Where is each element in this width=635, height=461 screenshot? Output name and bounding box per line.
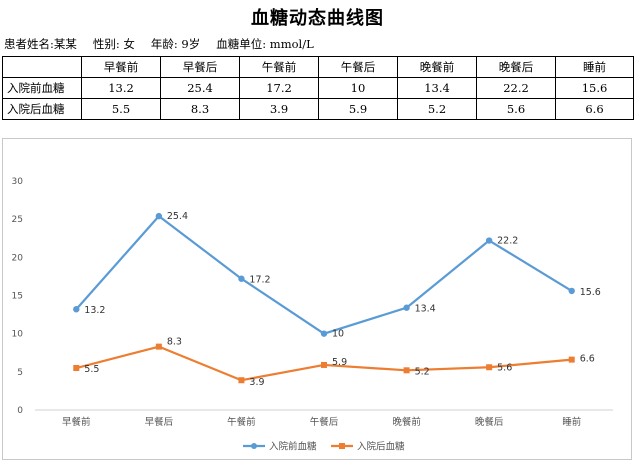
data-label: 15.6	[580, 287, 601, 298]
y-tick-label: 30	[12, 177, 24, 187]
data-label: 13.4	[415, 304, 436, 315]
table-cell: 13.2	[81, 77, 161, 99]
x-tick-label: 午餐后	[310, 416, 339, 428]
table-cell: 5.5	[81, 98, 161, 120]
table-cell: 5.9	[318, 98, 398, 120]
table-cell: 13.4	[397, 77, 477, 99]
table-cell: 25.4	[160, 77, 240, 99]
legend-marker	[251, 443, 257, 449]
table-header-cell: 午餐前	[239, 56, 319, 78]
data-label: 3.9	[249, 377, 264, 388]
data-label: 22.2	[497, 236, 518, 247]
table-cell: 6.6	[555, 98, 634, 120]
patient-name: 患者姓名:某某	[4, 37, 77, 51]
table-cell: 15.6	[555, 77, 634, 99]
series-line	[75, 215, 573, 335]
table-cell: 8.3	[160, 98, 240, 120]
patient-gender: 性别: 女	[92, 37, 135, 51]
glucose-table: 早餐前 早餐后 午餐前 午餐后 晚餐前 晚餐后 睡前 入院前血糖 13.2 25…	[2, 56, 634, 120]
table-cell: 5.6	[476, 98, 556, 120]
data-point	[320, 330, 328, 337]
table-row: 入院后血糖 5.5 8.3 3.9 5.9 5.2 5.6 6.6	[2, 98, 634, 120]
table-cell: 5.2	[397, 98, 477, 120]
y-tick-label: 10	[12, 330, 24, 340]
data-label: 5.5	[84, 364, 99, 375]
data-point	[155, 343, 162, 350]
data-point	[238, 377, 245, 384]
page-title: 血糖动态曲线图	[251, 8, 384, 29]
x-tick-label: 晚餐前	[392, 416, 421, 428]
y-tick-label: 5	[17, 368, 23, 378]
table-header-cell: 晚餐后	[476, 56, 556, 78]
y-tick-label: 20	[12, 253, 24, 263]
legend-label: 入院前血糖	[269, 441, 317, 453]
table-cell: 22.2	[476, 77, 556, 99]
table-header-row: 早餐前 早餐后 午餐前 午餐后 晚餐前 晚餐后 睡前	[2, 56, 634, 78]
row-label: 入院前血糖	[2, 77, 82, 99]
glucose-unit: 血糖单位: mmol/L	[216, 37, 314, 51]
x-tick-label: 早餐前	[62, 416, 91, 428]
data-point	[568, 356, 575, 363]
table-header-cell	[2, 56, 82, 78]
data-point	[486, 364, 493, 371]
table-cell: 10	[318, 77, 398, 99]
line-chart: 0 5 10 15 20 25 30 早餐前 早餐后 午餐前 午餐后 晚餐前 晚餐后 睡前 13.2 25.4…	[12, 177, 613, 453]
data-point	[403, 304, 410, 311]
row-label: 入院后血糖	[2, 98, 82, 120]
table-cell: 17.2	[239, 77, 319, 99]
table-cell: 3.9	[239, 98, 319, 120]
data-label: 5.6	[497, 362, 512, 373]
data-point	[403, 367, 410, 374]
table-row: 入院前血糖 13.2 25.4 17.2 10 13.4 22.2 15.6	[2, 77, 634, 99]
table-header-cell: 午餐后	[318, 56, 398, 78]
legend-marker	[339, 443, 345, 449]
x-tick-label: 午餐前	[227, 416, 256, 428]
table-header-cell: 早餐后	[160, 56, 240, 78]
data-label: 10	[332, 329, 344, 340]
data-point	[321, 361, 327, 368]
data-point	[568, 287, 575, 295]
x-tick-label: 晚餐后	[475, 416, 504, 428]
data-point	[73, 306, 80, 313]
data-label: 5.2	[415, 366, 430, 377]
y-tick-label: 15	[12, 292, 23, 302]
table-header-cell: 睡前	[555, 56, 634, 78]
chart-area: 0 5 10 15 20 25 30 早餐前 早餐后 午餐前 午餐后 晚餐前 晚餐后 睡前 13.2 25.4…	[2, 138, 632, 460]
data-label: 13.2	[84, 305, 105, 316]
patient-info: 患者姓名:某某 性别: 女 年龄: 9岁 血糖单位: mmol/L	[4, 36, 330, 52]
legend-label: 入院后血糖	[357, 441, 405, 453]
patient-age: 年龄: 9岁	[150, 37, 201, 51]
data-label: 6.6	[580, 354, 595, 365]
data-point	[485, 237, 493, 244]
data-label: 25.4	[167, 211, 188, 222]
data-point	[238, 275, 245, 282]
data-label: 17.2	[249, 275, 270, 286]
data-label: 5.9	[332, 357, 347, 368]
x-tick-label: 早餐后	[145, 416, 174, 428]
data-label: 8.3	[167, 337, 182, 348]
data-point	[73, 365, 80, 372]
y-tick-label: 25	[12, 215, 23, 225]
table-header-cell: 晚餐前	[397, 56, 477, 78]
data-point	[155, 212, 163, 220]
y-tick-label: 0	[17, 406, 23, 416]
table-header-cell: 早餐前	[81, 56, 161, 78]
x-tick-label: 睡前	[562, 416, 581, 428]
